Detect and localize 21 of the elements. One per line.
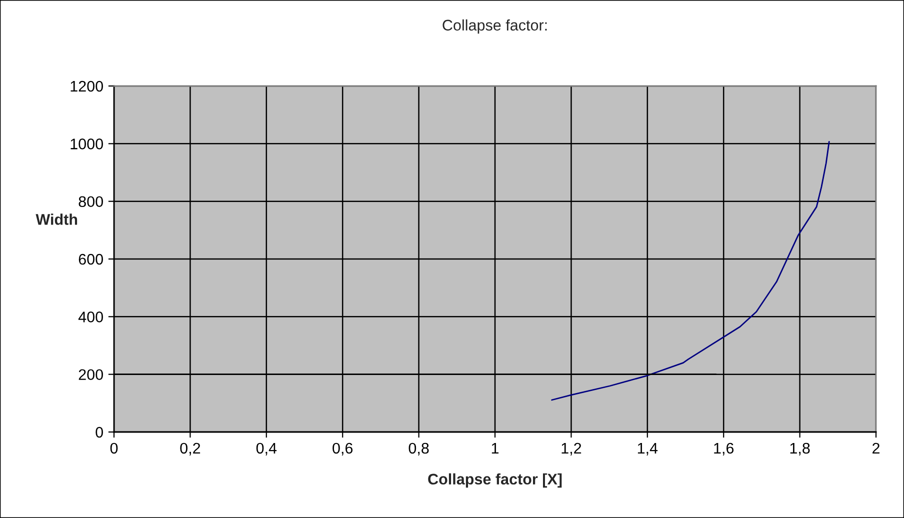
x-tick-label: 0,8: [408, 442, 429, 456]
chart-title: Collapse factor:: [442, 19, 547, 34]
y-tick-label: 800: [78, 196, 103, 208]
x-tick-label: 1: [492, 442, 499, 454]
x-tick-label: 0: [110, 442, 118, 454]
x-tick-label: 0,4: [256, 442, 277, 456]
x-axis-title: Collapse factor [X]: [428, 473, 562, 488]
x-tick-label: 1,2: [562, 442, 582, 456]
y-tick-label: 600: [78, 254, 103, 265]
x-tick-label: 1,6: [714, 442, 734, 456]
y-tick-label: 400: [78, 312, 103, 322]
x-tick-label: 2: [872, 442, 880, 454]
x-tick-label: 1,4: [638, 442, 658, 456]
y-axis-title: Width: [36, 214, 78, 225]
y-tick-label: 1000: [70, 138, 103, 150]
x-tick-label: 0,6: [332, 442, 353, 456]
x-tick-label: 0,2: [180, 442, 200, 456]
x-tick-label: 1,8: [790, 442, 810, 456]
y-tick-label: 0: [96, 426, 103, 438]
y-tick-label: 1200: [70, 80, 103, 92]
y-tick-label: 200: [78, 369, 103, 380]
